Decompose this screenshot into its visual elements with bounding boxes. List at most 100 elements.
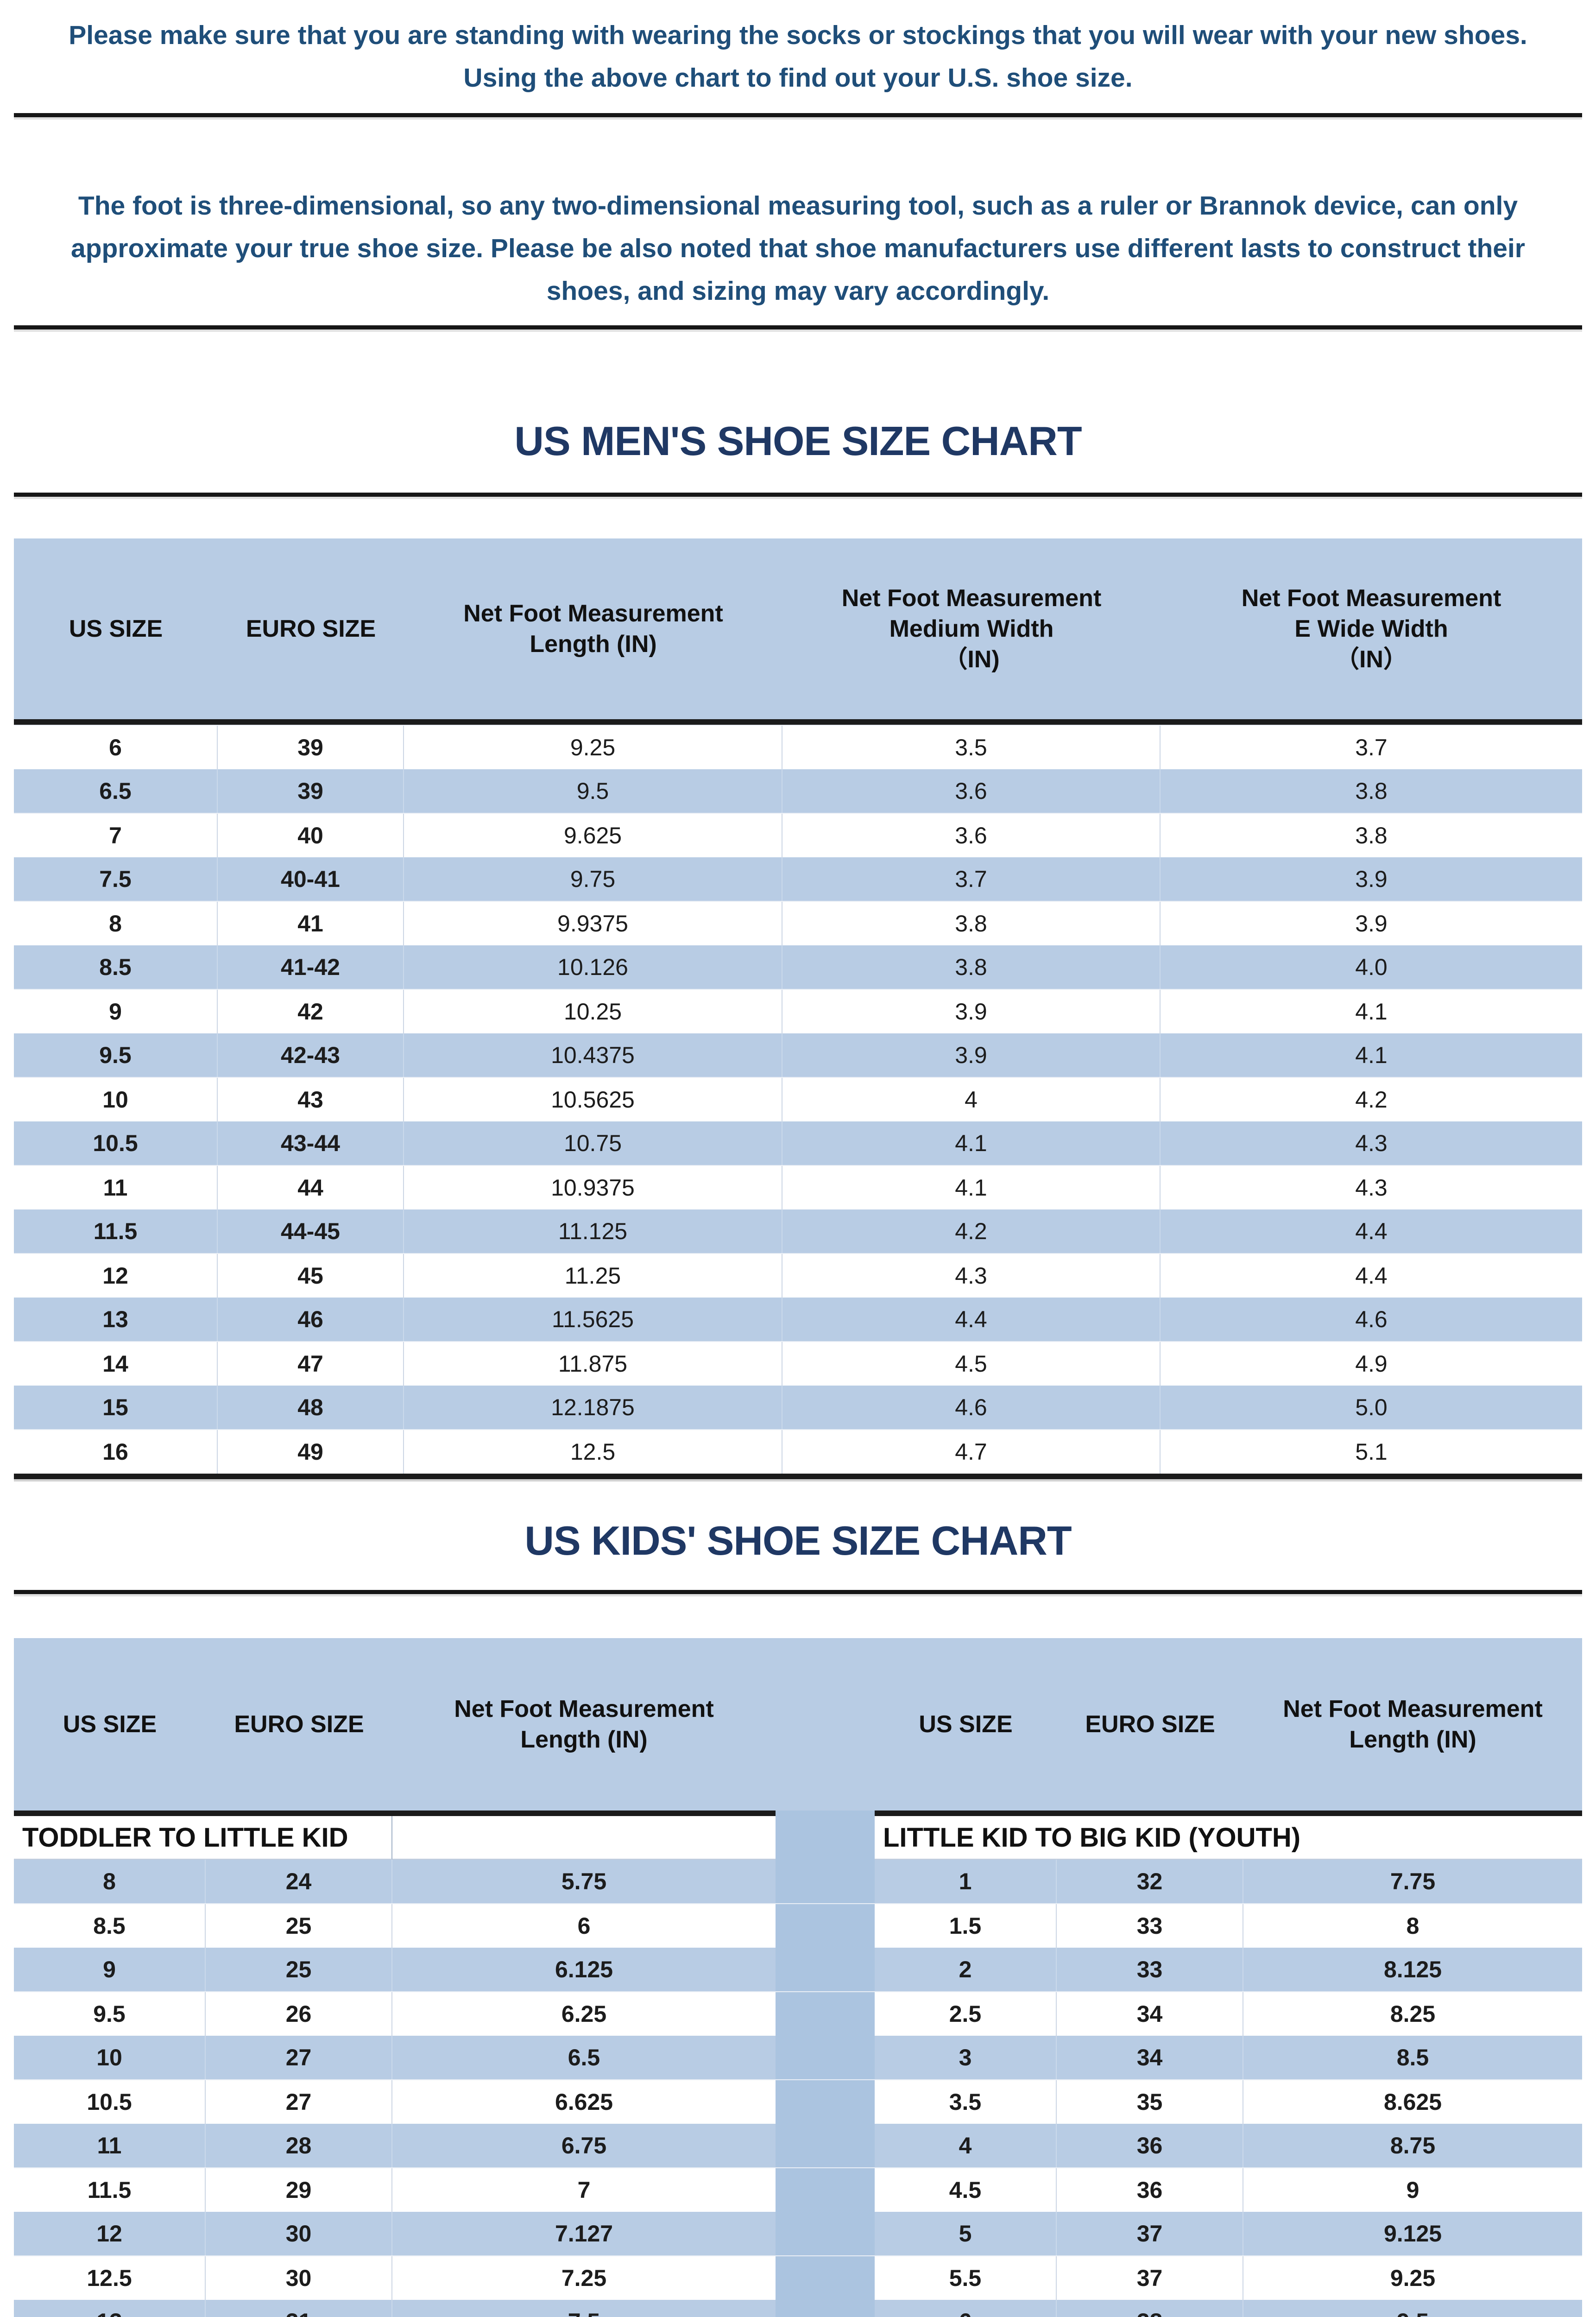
table-cell: 11.5	[14, 2168, 206, 2212]
table-cell: 4.6	[1355, 1306, 1388, 1332]
table-cell: 12.5	[14, 2256, 206, 2300]
mens-table-bottom-border	[14, 1474, 1582, 1479]
table-cell: 5.5	[875, 2256, 1057, 2300]
divider	[14, 325, 1582, 329]
table-cell: 7	[577, 2177, 591, 2203]
table-cell: 8.625	[1383, 2089, 1442, 2115]
table-cell: 41	[218, 902, 404, 945]
table-cell: 4.6	[782, 1386, 1161, 1429]
column-header-cell: Net Foot Measurement E Wide Width （IN）	[1161, 538, 1582, 719]
column-header-cell: US SIZE	[875, 1638, 1057, 1811]
column-header-cell: EURO SIZE	[218, 538, 404, 719]
table-cell: 38	[1057, 2300, 1243, 2317]
table-cell: 42-43	[218, 1033, 404, 1077]
table-cell: 39	[218, 769, 404, 813]
table-cell: 3.8	[1355, 823, 1388, 848]
table-cell: 13	[14, 1298, 218, 1341]
table-cell: 4.3	[782, 1254, 1161, 1298]
table-cell: 43	[218, 1078, 404, 1121]
column-header-cell: US SIZE	[14, 1638, 206, 1811]
measuring-note-line: approximate your true shoe size. Please …	[71, 234, 1525, 263]
table-cell: 7.5	[14, 857, 218, 901]
table-cell: 15	[14, 1386, 218, 1429]
table-row: 9.5 42-43 10.4375 3.9 4.1	[14, 1033, 1582, 1077]
table-cell: 10.5625	[404, 1078, 782, 1121]
table-row: 12.5 30 7.25 5.5 37 9.25	[14, 2255, 1582, 2300]
table-cell: 6.5	[568, 2045, 600, 2070]
table-cell: 12.1875	[404, 1386, 782, 1429]
table-row: 6 39 9.25 3.5 3.7	[14, 725, 1582, 769]
table-cell: 5	[875, 2212, 1057, 2255]
table-cell: 9.75	[404, 857, 782, 901]
table-cell: 3.9	[782, 990, 1161, 1033]
table-cell: 4.1	[1355, 999, 1388, 1025]
column-header-cell: US SIZE	[14, 538, 218, 719]
table-cell: 4.4	[1355, 1218, 1388, 1244]
table-row: 8.5 41-42 10.126 3.8 4.0	[14, 945, 1582, 989]
mens-header-underline	[14, 719, 1582, 725]
kids-section-label-toddler: TODDLER TO LITTLE KID	[14, 1816, 392, 1860]
table-cell: 9.25	[1390, 2265, 1436, 2291]
table-cell: 9.25	[404, 726, 782, 769]
table-cell: 28	[206, 2124, 392, 2167]
table-cell: 9.5	[404, 769, 782, 813]
kids-header-underline-right	[875, 1811, 1582, 1816]
table-cell: 4	[875, 2124, 1057, 2167]
table-cell: 11.5	[14, 1209, 218, 1253]
kids-chart-title: US KIDS' SHOE SIZE CHART	[524, 1518, 1072, 1564]
table-row: 16 49 12.5 4.7 5.1	[14, 1429, 1582, 1474]
table-cell: 3.9	[1355, 866, 1388, 892]
table-cell: 3.5	[782, 726, 1161, 769]
table-row: 12 45 11.25 4.3 4.4	[14, 1253, 1582, 1298]
column-header-cell: EURO SIZE	[1057, 1638, 1243, 1811]
table-cell: 4.1	[1355, 1042, 1388, 1068]
table-cell: 31	[206, 2300, 392, 2317]
kids-table-gap-strip	[776, 2256, 875, 2300]
socks-note-line: Using the above chart to find out your U…	[463, 63, 1133, 93]
table-cell: 24	[206, 1860, 392, 1903]
table-row: 13 46 11.5625 4.4 4.6	[14, 1298, 1582, 1341]
table-row: 12 30 7.127 5 37 9.125	[14, 2212, 1582, 2255]
table-cell: 3	[875, 2036, 1057, 2079]
table-cell: 7.127	[555, 2221, 613, 2247]
kids-table-gap-strip	[776, 1992, 875, 2036]
table-row: 15 48 12.1875 4.6 5.0	[14, 1386, 1582, 1429]
table-cell: 8.75	[1390, 2133, 1436, 2159]
table-cell: 8.5	[14, 1904, 206, 1948]
column-header-line: EURO SIZE	[1085, 1711, 1215, 1738]
table-cell: 4.7	[782, 1430, 1161, 1474]
table-cell: 9.5	[1243, 2300, 1582, 2317]
table-cell: 40	[218, 814, 404, 857]
table-cell: 47	[218, 1342, 404, 1386]
table-cell: 34	[1057, 2036, 1243, 2079]
table-row: 13317.5 6389.5	[14, 2300, 1582, 2317]
table-cell: 5.0	[1355, 1394, 1388, 1420]
measuring-note-line: shoes, and sizing may vary accordingly.	[546, 276, 1050, 306]
column-header-cell: Net Foot Measurement Medium Width （IN)	[782, 538, 1161, 719]
table-cell: 8.5	[14, 945, 218, 989]
table-cell: 30	[206, 2212, 392, 2255]
column-header-line: （IN)	[943, 646, 1000, 673]
kids-table-gap-strip	[776, 1860, 875, 1903]
table-cell: 48	[218, 1386, 404, 1429]
table-cell: 49	[218, 1430, 404, 1474]
table-cell: 6	[14, 726, 218, 769]
table-cell: 3.8	[782, 902, 1161, 945]
table-cell: 4.5	[782, 1342, 1161, 1386]
kids-section-empty-cell	[392, 1816, 776, 1860]
column-header-line: Net Foot Measurement	[454, 1696, 714, 1722]
table-cell: 4.3	[1355, 1175, 1388, 1201]
column-header-line: E Wide Width	[1294, 615, 1448, 642]
divider	[14, 1590, 1582, 1594]
socks-note-line: Please make sure that you are standing w…	[69, 20, 1527, 50]
kids-table-gap-strip	[776, 1811, 875, 1816]
column-header-line: EURO SIZE	[246, 615, 376, 642]
table-cell: 33	[1057, 1948, 1243, 1991]
kids-table-gap-strip	[776, 2124, 875, 2167]
socks-note: Please make sure that you are standing w…	[0, 14, 1596, 99]
table-cell: 9.125	[1383, 2221, 1442, 2247]
kids-table-gap-strip	[776, 1638, 875, 1811]
table-cell: 34	[1057, 1992, 1243, 2036]
table-cell: 3.7	[1355, 734, 1388, 760]
table-cell: 3.6	[782, 814, 1161, 857]
